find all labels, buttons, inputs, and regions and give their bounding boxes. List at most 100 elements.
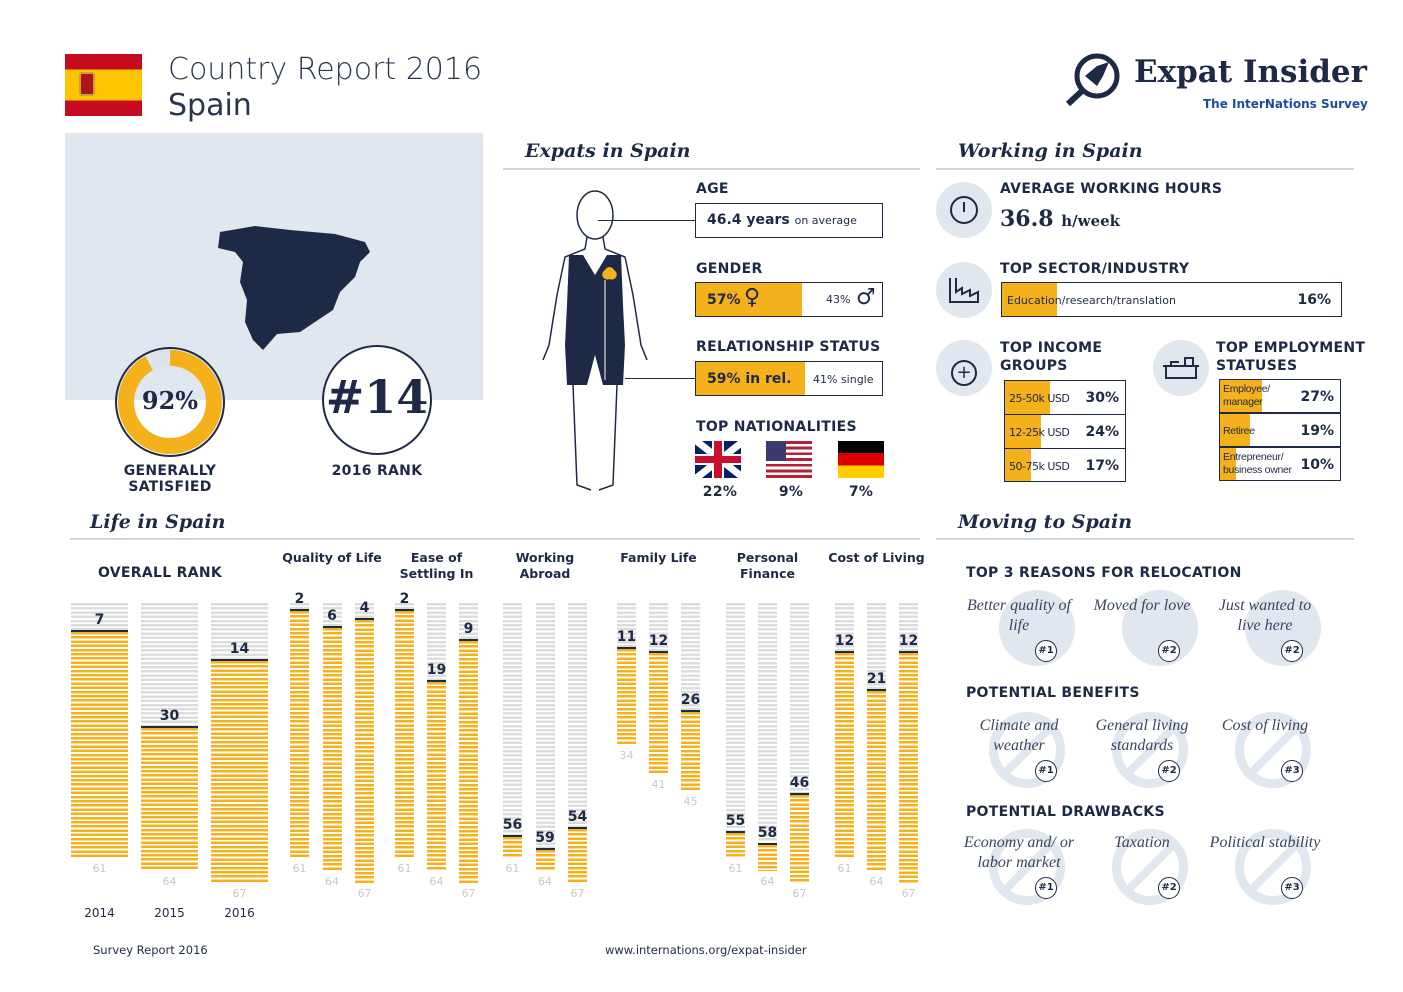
bar-total <box>681 603 700 792</box>
rank-label: 12 <box>834 633 855 650</box>
uk-flag <box>695 441 741 478</box>
rank-badge: #2 <box>1158 640 1180 662</box>
satisfaction-donut <box>115 347 225 457</box>
bar-total <box>649 603 668 775</box>
bar-total <box>535 603 555 871</box>
income-name: 25-50k USD <box>1009 392 1070 405</box>
total-label: 61 <box>505 861 520 875</box>
total-label: 34 <box>619 749 634 763</box>
usa-flag <box>766 441 812 478</box>
female-icon: ♀ <box>744 285 761 310</box>
satisfied-label: GENERALLY SATISFIED <box>123 463 217 495</box>
total-label: 64 <box>162 874 177 888</box>
bar-rank <box>899 651 918 884</box>
bar-total <box>617 603 636 746</box>
hours-number: 36.8 <box>1000 206 1054 232</box>
year-label: 2014 <box>84 906 115 920</box>
income-row: 12-25k USD 24% <box>1004 414 1126 448</box>
total-label: 61 <box>837 861 852 875</box>
employment-fill <box>1220 380 1263 412</box>
divider <box>936 168 1354 170</box>
income-fill <box>1005 449 1031 481</box>
rank-label: 14 <box>229 641 250 658</box>
total-label: 67 <box>461 887 476 901</box>
bar-rank <box>322 626 342 871</box>
working-title: Working in Spain <box>958 140 1143 162</box>
footer-url[interactable]: www.internations.org/expat-insider <box>605 943 807 957</box>
total-label: 64 <box>538 874 552 888</box>
income-fill <box>1005 381 1050 414</box>
employment-value: 10% <box>1300 457 1334 473</box>
bar-rank <box>867 688 886 871</box>
income-value: 30% <box>1085 390 1119 406</box>
total-label: 67 <box>232 887 247 901</box>
item-text: General living standards <box>1095 717 1189 754</box>
bar-rank <box>395 609 414 858</box>
bar-total <box>459 603 478 884</box>
sector-value: 16% <box>1297 292 1331 308</box>
sector-fill <box>1002 283 1057 316</box>
logo-name: Expat Insider <box>1134 54 1367 90</box>
life-title: Life in Spain <box>90 511 226 533</box>
employment-fill <box>1220 448 1236 480</box>
bar-rank <box>211 659 268 884</box>
bar-rank <box>355 617 374 884</box>
income-fill <box>1005 415 1041 448</box>
check-circle-icon <box>989 712 1065 788</box>
employment-label: TOP EMPLOYMENT STATUSES <box>1216 340 1366 374</box>
male-value: 43% <box>826 293 851 306</box>
item-text: Cost of living <box>1221 717 1309 734</box>
nationality-value: 22% <box>702 484 738 500</box>
bar-total <box>835 603 854 858</box>
hours-unit: h/week <box>1061 212 1121 230</box>
factory-icon <box>936 262 992 318</box>
country-name: Spain <box>168 88 252 123</box>
bar-rank <box>141 726 198 871</box>
divider <box>503 168 920 170</box>
rank-label: 2 <box>294 591 305 608</box>
rank-label: 2 <box>399 591 410 608</box>
sector-label: TOP SECTOR/INDUSTRY <box>1000 261 1190 277</box>
year-label: 2015 <box>154 906 185 920</box>
satisfied-value: 92% <box>141 386 199 415</box>
bar-rank <box>568 826 587 884</box>
group-header: Working Abroad <box>515 550 575 581</box>
total-label: 61 <box>728 861 743 875</box>
bar-total <box>211 603 268 884</box>
expat-insider-logo-icon <box>1065 53 1120 107</box>
age-value: 46.4 years <box>707 212 790 228</box>
total-label: 67 <box>901 887 916 901</box>
rank-label: 6 <box>327 607 337 624</box>
bar-rank <box>726 830 745 858</box>
rank-label: 56 <box>502 816 523 833</box>
age-box: 46.4 years on average <box>695 203 883 238</box>
item-text: Climate and weather <box>979 717 1059 754</box>
rank-label: 7 <box>94 612 105 629</box>
gender-box: 57% ♀ 43% ♂ <box>695 282 883 317</box>
clock-icon <box>936 182 992 238</box>
rank-label: 21 <box>866 670 887 687</box>
logo-subtitle: The InterNations Survey <box>1203 97 1368 111</box>
age-suffix: on average <box>794 214 857 227</box>
rank-badge: #1 <box>1035 760 1057 782</box>
rank-value: #14 <box>325 370 429 424</box>
bar-total <box>867 603 886 871</box>
bar-total <box>503 603 522 858</box>
total-label: 61 <box>292 861 307 875</box>
ban-circle-icon <box>989 829 1065 905</box>
relationship-label: RELATIONSHIP STATUS <box>696 339 881 355</box>
bar-rank <box>459 638 478 884</box>
reasons-label: TOP 3 REASONS FOR RELOCATION <box>966 565 1242 581</box>
income-row: 25-50k USD 30% <box>1004 380 1126 414</box>
male-icon: ♂ <box>856 285 876 310</box>
total-label: 64 <box>429 874 444 888</box>
employment-name: Entrepreneur/ business owner <box>1223 451 1292 476</box>
rank-label: 12 <box>898 633 919 650</box>
bar-total <box>71 603 128 858</box>
rank-badge: #1 <box>1035 877 1057 899</box>
female-fill <box>696 283 802 316</box>
item-text: Just wanted to live here <box>1218 597 1312 634</box>
rank-label: 46 <box>789 775 810 792</box>
bar-rank <box>681 709 700 792</box>
income-name: 12-25k USD <box>1009 426 1070 439</box>
